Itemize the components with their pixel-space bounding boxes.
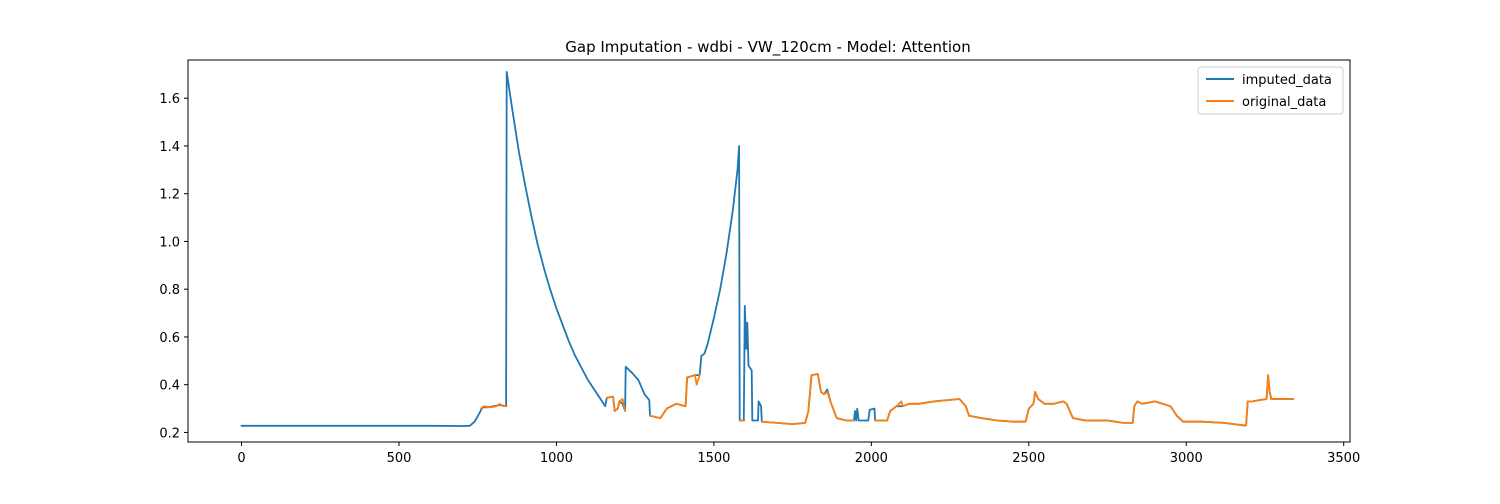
legend-frame xyxy=(1197,66,1344,115)
legend-label-original-data: original_data xyxy=(1242,95,1326,110)
series-line-original-data xyxy=(760,373,855,425)
series-line-original-data xyxy=(480,402,508,410)
x-tick-label: 500 xyxy=(387,451,412,466)
series-line-original-data xyxy=(605,395,626,412)
y-tick-label: 1.6 xyxy=(159,92,180,107)
y-tick-label: 0.4 xyxy=(159,379,180,394)
series-layer xyxy=(240,71,1295,427)
y-tick-label: 0.6 xyxy=(159,331,180,346)
series-line-original-data xyxy=(874,374,1295,427)
x-tick-label: 3000 xyxy=(1170,451,1203,466)
series-line-original-data xyxy=(649,374,701,419)
x-tick-label: 1500 xyxy=(697,451,730,466)
x-axis: 0 500 1000 1500 2000 2500 3000 3500 xyxy=(237,442,1360,466)
chart-title: Gap Imputation - wdbi - VW_120cm - Model… xyxy=(565,38,970,57)
legend-label-imputed-data: imputed_data xyxy=(1242,73,1332,88)
x-tick-label: 3500 xyxy=(1327,451,1360,466)
x-tick-label: 1000 xyxy=(540,451,573,466)
y-tick-label: 1.4 xyxy=(159,140,180,155)
y-tick-label: 0.8 xyxy=(159,283,180,298)
y-axis: 0.2 0.4 0.6 0.8 1.0 1.2 1.4 1.6 xyxy=(159,92,188,441)
y-tick-label: 0.2 xyxy=(159,426,180,441)
y-tick-label: 1.2 xyxy=(159,188,180,203)
legend: imputed_data original_data xyxy=(1197,66,1344,115)
x-tick-label: 0 xyxy=(237,451,245,466)
axes-frame xyxy=(187,59,1351,443)
y-tick-label: 1.0 xyxy=(159,235,180,250)
x-tick-label: 2500 xyxy=(1012,451,1045,466)
x-tick-label: 2000 xyxy=(855,451,888,466)
plot-area xyxy=(187,59,1351,443)
